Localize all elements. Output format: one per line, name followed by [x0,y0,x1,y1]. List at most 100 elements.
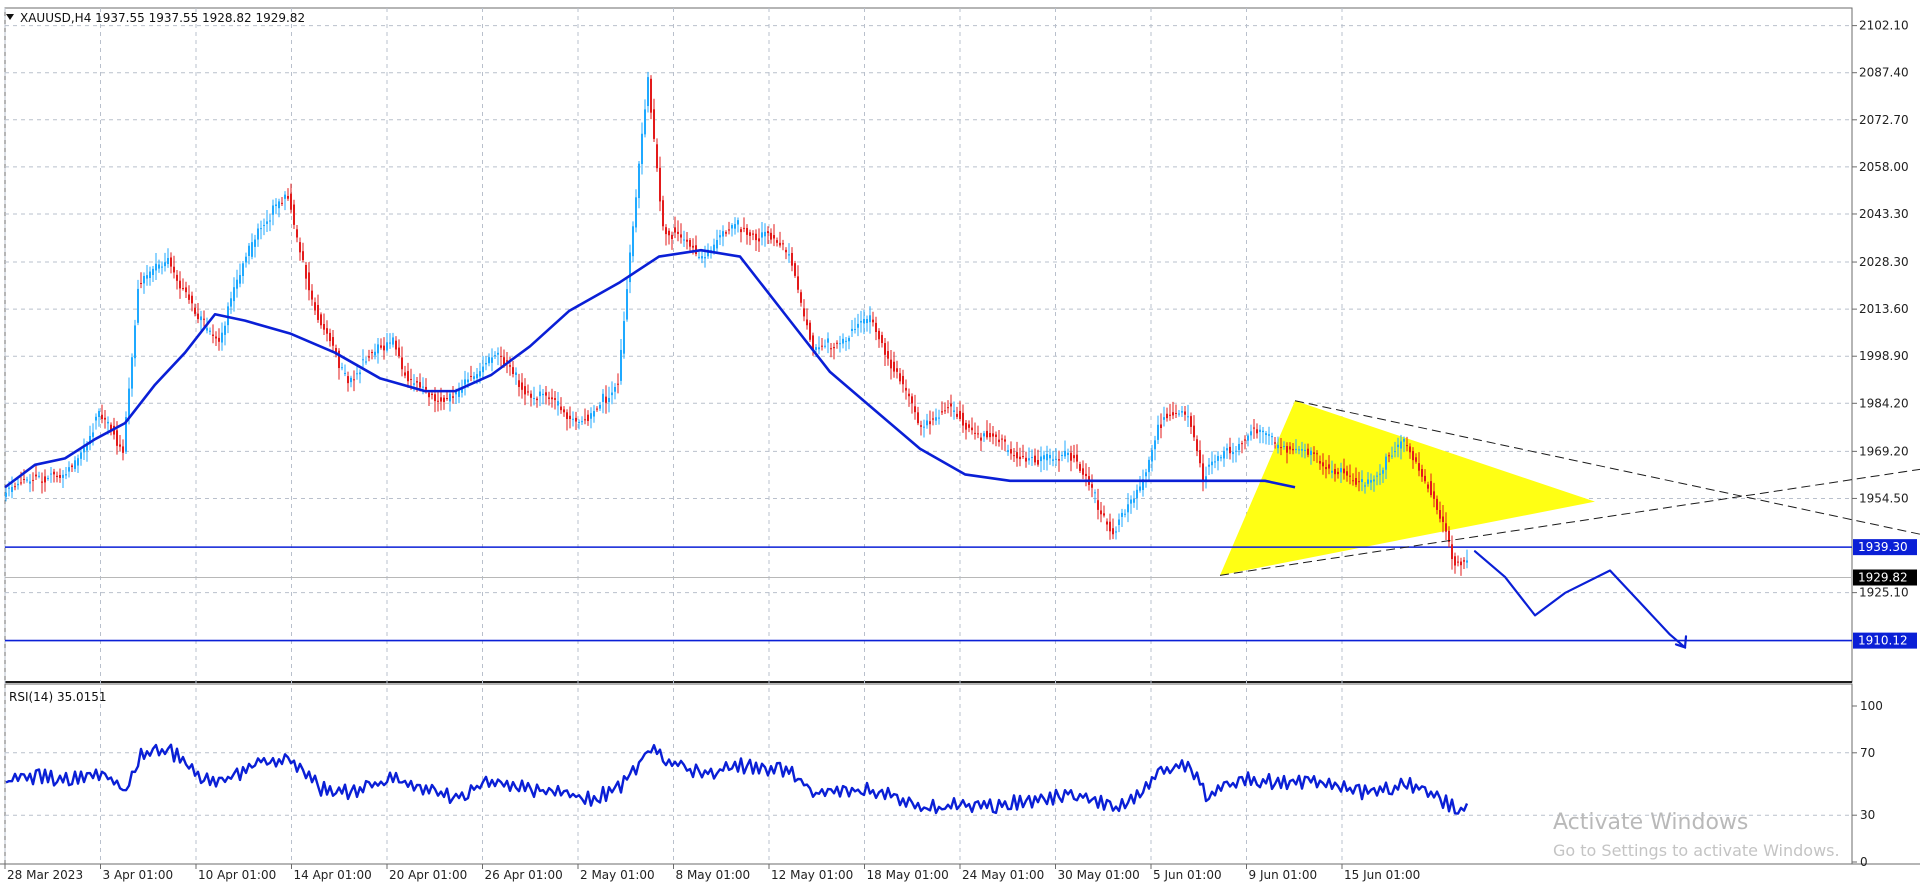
candle-body [872,319,874,323]
candle-body [740,229,742,233]
candle-body [1454,556,1456,566]
candle-body [1394,451,1396,453]
candle-body [11,486,13,492]
candle-body [791,252,793,266]
horizontal-levels[interactable]: 1939.30 1910.12 1929.82 [5,539,1917,649]
candle-body [1376,475,1378,477]
candle-body [1430,481,1432,496]
candle-body [377,344,379,354]
price-tick-label: 2072.70 [1859,113,1909,127]
candle-body [524,386,526,395]
candle-body [170,257,172,267]
candle-body [479,371,481,377]
time-tick-label: 30 May 01:00 [1058,868,1140,882]
candle-body [260,228,262,230]
candle-body [995,434,997,437]
time-tick-label: 20 Apr 01:00 [389,868,467,882]
candle-body [212,334,214,336]
candle-body [773,235,775,239]
dashed-trendline[interactable] [1294,400,1920,561]
candle-body [365,361,367,363]
activate-windows-subtitle: Go to Settings to activate Windows. [1553,841,1840,860]
candle-body [383,345,385,351]
candle-body [173,266,175,273]
price-tick-label: 2028.30 [1859,255,1909,269]
candle-body [923,426,925,428]
candle-body [1244,439,1246,441]
candle-body [1457,561,1459,563]
projection-arrowhead[interactable] [1674,635,1688,649]
candle-body [971,427,973,431]
candle-body [584,419,586,421]
trendlines[interactable] [1219,400,1920,576]
menu-triangle-icon[interactable] [6,14,14,20]
candle-body [344,372,346,374]
candle-body [305,264,307,279]
projection-path[interactable] [1473,550,1687,649]
candle-body [326,328,328,334]
candle-body [962,412,964,426]
grid [4,8,1852,864]
projection-arrow[interactable] [1473,550,1688,649]
candle-body [977,433,979,435]
candle-body [629,252,631,283]
time-tick-label: 18 May 01:00 [867,868,949,882]
candle-body [413,383,415,385]
candle-body [308,272,310,291]
price-tick-label: 1984.20 [1859,396,1909,410]
candle-body [596,408,598,410]
candle-body [1037,460,1039,465]
candle-body [671,234,673,240]
candle-body [89,435,91,445]
candle-body [1346,471,1348,476]
time-tick-label: 24 May 01:00 [962,868,1044,882]
candle-body [947,407,949,409]
candle-body [506,360,508,362]
candle-body [956,413,958,417]
candle-body [242,263,244,276]
candle-body [494,355,496,357]
candle-body [1451,544,1453,560]
candle-body [1385,456,1387,470]
candle-body [185,287,187,293]
candle-body [140,283,142,285]
candle-body [80,452,82,459]
candle-body [122,446,124,453]
candle-body [1466,560,1468,563]
candle-body [1145,472,1147,477]
candle-body [1214,461,1216,463]
candle-body [515,372,517,375]
candle-body [53,471,55,475]
candle-body [200,316,202,321]
candle-body [857,323,859,328]
candle-body [860,321,862,323]
candle-body [1238,443,1240,450]
candle-body [434,394,436,402]
candle-body [812,335,814,350]
candle-body [974,432,976,434]
candle-body [893,361,895,372]
candle-body [1160,424,1162,429]
candle-body [107,421,109,424]
candle-body [5,492,7,497]
candle-body [674,227,676,233]
candle-body [698,256,700,258]
candle-body [677,231,679,234]
candle-body [833,346,835,349]
candle-body [149,271,151,279]
candle-body [641,133,643,165]
time-tick-label: 12 May 01:00 [771,868,853,882]
candle-body [512,367,514,375]
candle-body [362,359,364,361]
candle-body [311,290,313,300]
candle-body [1187,416,1189,418]
candle-body [617,383,619,385]
candle-body [431,393,433,396]
candle-body [98,411,100,417]
level-price-label: 1910.12 [1858,634,1908,648]
candle-body [470,375,472,377]
candle-body [65,474,67,476]
candle-body [536,398,538,401]
candle-body [1094,492,1096,494]
